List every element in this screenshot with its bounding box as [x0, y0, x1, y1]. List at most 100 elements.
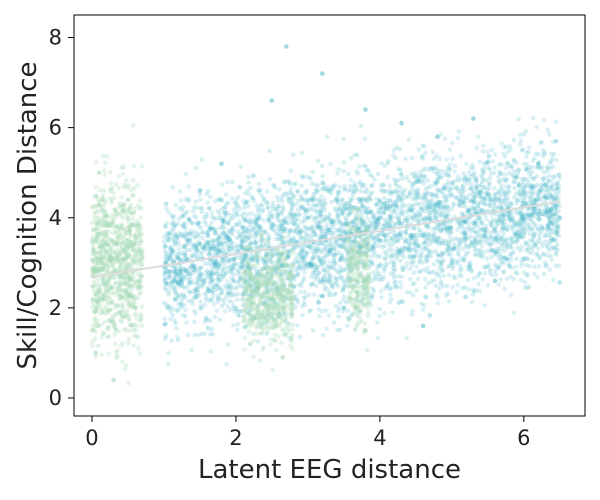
data-point-teal	[456, 129, 462, 134]
data-point-teal	[308, 274, 314, 280]
data-point-green	[117, 201, 123, 206]
data-point-teal	[214, 237, 220, 243]
data-point-teal	[429, 240, 435, 245]
data-point-teal	[483, 223, 489, 229]
data-point-teal	[335, 171, 340, 176]
data-point-teal	[483, 234, 489, 240]
data-point-teal	[333, 196, 339, 202]
data-point-teal	[223, 241, 228, 246]
data-point-teal	[553, 138, 559, 144]
data-point-teal	[177, 230, 183, 236]
data-point-teal	[166, 350, 171, 356]
data-point-teal	[420, 143, 425, 149]
data-point-teal	[199, 229, 205, 235]
data-point-teal	[192, 229, 198, 235]
data-point-teal	[359, 238, 365, 244]
data-point-teal	[484, 160, 490, 165]
data-point-teal	[214, 308, 219, 314]
data-point-teal	[209, 272, 214, 278]
data-point-teal	[548, 207, 554, 213]
data-point-teal	[409, 236, 414, 242]
data-point-teal	[463, 235, 468, 241]
data-point-green	[113, 181, 119, 187]
data-point-teal	[329, 199, 334, 205]
data-point-teal	[205, 286, 211, 291]
data-point-teal	[326, 248, 332, 253]
data-point-teal	[489, 147, 495, 153]
data-point-teal	[386, 254, 391, 259]
data-point-teal	[253, 286, 259, 292]
data-point-teal	[265, 204, 271, 210]
data-point-teal	[217, 317, 223, 323]
data-point-teal	[503, 165, 508, 171]
data-point-teal	[305, 215, 311, 221]
data-point-teal	[291, 152, 296, 158]
data-point-teal	[435, 225, 440, 230]
data-point-teal	[200, 281, 205, 286]
data-point-teal	[399, 198, 405, 203]
data-point-teal	[454, 195, 459, 200]
data-point-green	[131, 280, 137, 285]
data-point-teal	[530, 191, 535, 197]
data-point-teal	[166, 275, 172, 281]
data-point-teal	[207, 251, 212, 256]
data-point-teal	[504, 276, 510, 282]
data-point-teal	[541, 188, 546, 194]
data-point-teal	[264, 200, 270, 205]
data-point-teal	[485, 149, 491, 154]
data-point-teal	[369, 294, 374, 300]
data-point-teal	[210, 238, 216, 244]
data-point-teal	[432, 214, 437, 220]
data-point-teal	[542, 196, 548, 201]
data-point-teal	[180, 234, 186, 239]
data-point-teal	[469, 241, 474, 247]
data-point-teal	[406, 137, 412, 142]
data-point-teal	[549, 187, 555, 192]
data-point-teal	[377, 210, 383, 215]
data-point-teal	[275, 194, 280, 200]
data-point-teal	[297, 212, 303, 218]
data-point-teal	[397, 146, 403, 152]
data-point-teal	[165, 237, 171, 242]
data-point-teal	[503, 179, 509, 184]
data-point-teal	[544, 210, 549, 216]
data-point-teal	[286, 213, 292, 219]
data-point-teal	[338, 264, 343, 270]
data-point-teal	[501, 269, 507, 274]
data-point-teal	[411, 174, 417, 180]
data-point-teal	[316, 257, 322, 262]
data-point-teal	[178, 263, 183, 269]
data-point-teal	[439, 169, 444, 174]
data-point-teal	[448, 219, 453, 224]
data-point-teal	[454, 184, 459, 190]
data-point-teal	[434, 200, 440, 205]
data-point-teal	[387, 229, 393, 234]
data-point-teal	[457, 222, 463, 227]
data-point-teal	[278, 222, 284, 228]
data-point-teal	[532, 208, 538, 213]
data-point-teal	[529, 186, 535, 191]
data-point-teal	[290, 193, 296, 198]
data-point-teal	[284, 44, 289, 49]
data-point-teal	[530, 115, 536, 121]
data-point-teal	[323, 308, 329, 313]
data-point-teal	[408, 192, 413, 198]
data-point-teal	[408, 266, 413, 272]
data-point-teal	[447, 167, 453, 172]
data-point-teal	[295, 323, 300, 328]
data-point-teal	[448, 225, 454, 231]
data-point-teal	[189, 347, 195, 353]
data-point-teal	[209, 326, 215, 332]
data-point-teal	[420, 195, 426, 201]
data-point-teal	[554, 181, 560, 187]
data-point-teal	[465, 208, 471, 214]
data-point-teal	[304, 190, 310, 195]
data-point-teal	[302, 218, 308, 224]
data-point-teal	[364, 199, 370, 204]
data-point-teal	[409, 196, 415, 202]
data-point-teal	[351, 206, 357, 211]
data-point-teal	[409, 255, 414, 260]
data-point-teal	[446, 264, 451, 270]
data-point-teal	[279, 235, 285, 241]
data-point-teal	[390, 310, 396, 315]
